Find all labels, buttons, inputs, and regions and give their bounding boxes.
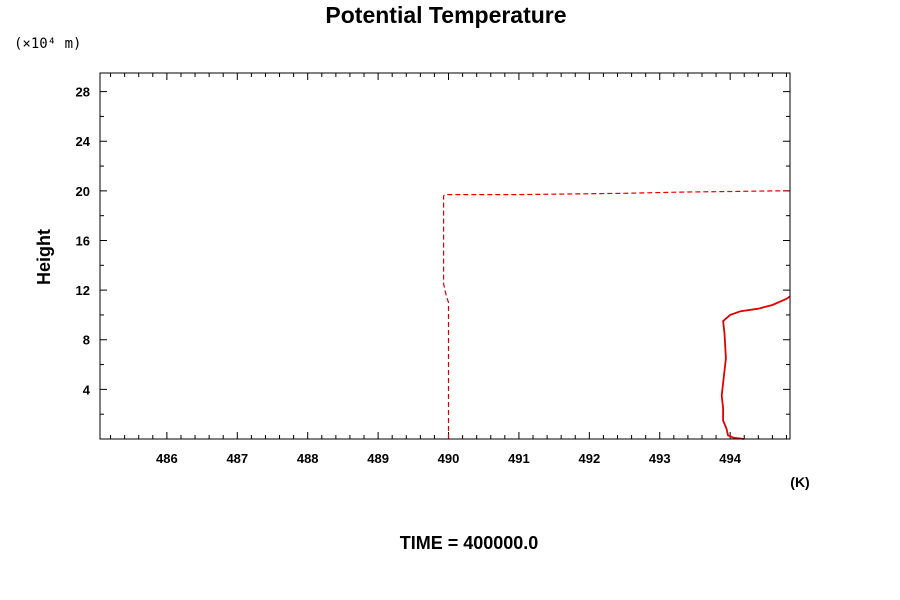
y-unit-label: (×10⁴ m) [14,36,81,52]
x-tick-label: 487 [226,451,248,466]
x-tick-label: 486 [156,451,178,466]
x-tick-label: 492 [578,451,600,466]
plot-frame [99,72,791,440]
y-tick-label: 16 [76,233,90,248]
chart-title: Potential Temperature [325,2,566,28]
y-tick-label: 12 [76,283,90,298]
x-tick-label: 490 [438,451,460,466]
y-tick-label: 28 [76,85,90,100]
y-tick-label: 8 [83,333,90,348]
axis-ticks [100,73,790,439]
x-tick-label: 489 [367,451,389,466]
plot-series [443,190,791,440]
y-tick-label: 20 [76,184,90,199]
x-tick-label: 491 [508,451,530,466]
x-tick-label: 493 [649,451,671,466]
x-tick-label: 494 [719,451,741,466]
x-unit-label: (K) [790,474,809,490]
tick-labels: 486 487 488 489 490 491 492 493 494 4 8 12 16 20 24 28 [76,85,742,466]
y-tick-label: 24 [76,134,91,149]
y-tick-label: 4 [83,382,91,397]
series-line-solid [720,295,791,440]
time-footer: TIME = 400000.0 [400,533,539,553]
x-tick-label: 488 [297,451,319,466]
series-line-dashed [443,190,790,439]
y-axis-label: Height [34,229,54,285]
